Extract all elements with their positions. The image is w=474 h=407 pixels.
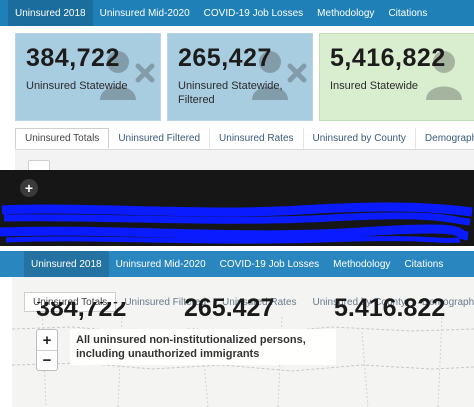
overlapping-stat-values: 384,722 265.427 5.416.822 (36, 294, 474, 326)
uninsured-person-icon (252, 51, 307, 100)
tab-uninsured-rates[interactable]: Uninsured Rates (210, 128, 304, 149)
nav-tab-methodology[interactable]: Methodology (333, 258, 391, 270)
insured-person-icon (426, 51, 462, 100)
nav-tab-uninsured-2018[interactable]: Uninsured 2018 (8, 0, 93, 26)
tab-uninsured-totals[interactable]: Uninsured Totals (15, 128, 110, 149)
zoom-out-button[interactable]: − (37, 350, 57, 370)
tab-uninsured-by-county[interactable]: Uninsured by County (312, 296, 406, 308)
redaction-scribble (0, 202, 473, 244)
stat-value: 5,416,822 (330, 44, 446, 72)
nav-tab-uninsured-mid-2020[interactable]: Uninsured Mid-2020 (99, 7, 190, 19)
stat-value: 384,722 (26, 44, 120, 72)
nav-tab-citations[interactable]: Citations (404, 258, 444, 270)
uninsured-person-icon (100, 51, 155, 100)
top-navbar: Uninsured 2018 Uninsured Mid-2020 COVID-… (0, 0, 474, 26)
stat-card-uninsured: 384,722 Uninsured Statewide (15, 33, 161, 121)
redacted-browser-band: + (0, 170, 474, 246)
nav-tab-covid-job-losses[interactable]: COVID-19 Job Losses (219, 258, 320, 270)
tab-uninsured-filtered[interactable]: Uninsured Filtered (124, 296, 207, 308)
add-tab-icon[interactable]: + (20, 179, 38, 197)
second-navbar: Uninsured 2018 Uninsured Mid-2020 COVID-… (0, 251, 474, 277)
tab-demographic[interactable]: Demographic (421, 296, 474, 308)
overlapping-tabs: Uninsured Totals Uninsured Filtered Unin… (24, 292, 474, 312)
zoom-in-button[interactable]: + (42, 331, 52, 349)
tab-demographic[interactable]: Demographic (416, 128, 474, 149)
stat-value: 265,427 (178, 44, 272, 72)
stat-value: 5.416.822 (334, 294, 446, 322)
map-zoom-control: + − (36, 329, 58, 371)
map-description: All uninsured non-institutionalized pers… (70, 329, 336, 365)
nav-tab-citations[interactable]: Citations (388, 7, 428, 19)
view-tabs: Uninsured Totals Uninsured Filtered Unin… (15, 128, 474, 150)
map-top-strip (15, 150, 474, 170)
stat-value: 384,722 (36, 294, 127, 322)
stat-value: 265.427 (184, 294, 275, 322)
stat-label: Insured Statewide (330, 80, 419, 92)
stat-card-uninsured-filtered: 265,427 Uninsured Statewide, Filtered (167, 33, 313, 121)
stat-card-insured: 5,416,822 Insured Statewide (319, 33, 474, 121)
tab-uninsured-by-county[interactable]: Uninsured by County (304, 128, 416, 149)
nav-tab-uninsured-mid-2020[interactable]: Uninsured Mid-2020 (115, 258, 206, 270)
tab-uninsured-filtered[interactable]: Uninsured Filtered (109, 128, 211, 149)
nav-tab-covid-job-losses[interactable]: COVID-19 Job Losses (203, 7, 304, 19)
tab-uninsured-rates[interactable]: Uninsured Rates (222, 296, 297, 308)
nav-tab-uninsured-2018[interactable]: Uninsured 2018 (24, 251, 109, 277)
nav-tab-methodology[interactable]: Methodology (317, 7, 375, 19)
stat-label: Uninsured Statewide (26, 80, 128, 92)
stat-cards: 384,722 Uninsured Statewide 265,427 Unin… (15, 33, 474, 121)
stat-label: Uninsured Statewide, Filtered (178, 80, 283, 106)
tab-uninsured-totals[interactable]: Uninsured Totals (24, 292, 117, 312)
